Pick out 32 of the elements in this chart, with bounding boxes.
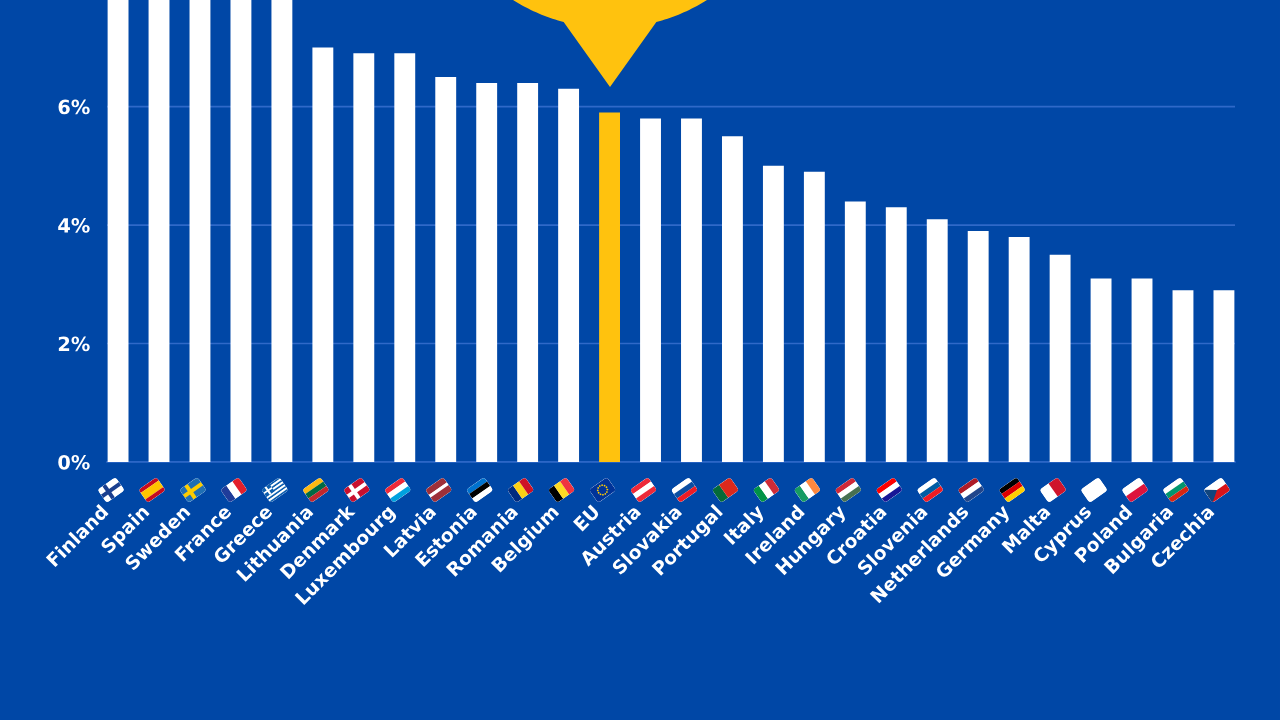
bar [844, 201, 866, 462]
y-tick-label: 4% [58, 218, 90, 233]
bar [394, 53, 416, 462]
bar [599, 112, 621, 462]
bar [803, 171, 825, 462]
bar [967, 231, 989, 462]
bar [517, 82, 539, 462]
bar [885, 207, 907, 462]
bar [271, 0, 293, 462]
bar [1090, 278, 1112, 462]
bar [189, 0, 211, 462]
bar [353, 53, 375, 462]
bar [476, 82, 498, 462]
bar [312, 47, 334, 462]
bar [926, 219, 948, 462]
bar [681, 118, 702, 462]
bar [107, 0, 129, 462]
bar [762, 165, 784, 462]
bar [1049, 254, 1071, 462]
y-tick-label: 6% [58, 99, 90, 115]
bar [1172, 290, 1194, 462]
bar [1213, 290, 1235, 462]
bar [640, 118, 661, 462]
bar [230, 0, 252, 462]
bar [148, 0, 170, 462]
bar [1008, 236, 1030, 462]
bar [721, 136, 743, 462]
bar [435, 77, 457, 462]
bar [1131, 278, 1153, 462]
bar [558, 88, 580, 462]
y-tick-label: 0% [58, 454, 90, 470]
y-tick-label: 2% [58, 336, 90, 352]
